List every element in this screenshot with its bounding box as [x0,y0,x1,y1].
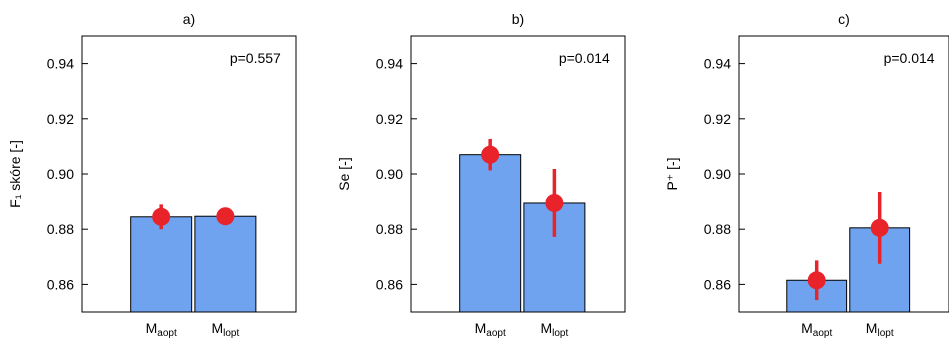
mean-marker-lopt [216,207,235,226]
bar-aopt [459,154,522,313]
y-tick-label: 0.94 [47,56,74,72]
mean-marker-lopt [870,218,889,237]
p-value-annotation: p=0.557 [230,50,281,66]
p-value-annotation: p=0.014 [559,50,610,66]
mean-marker-aopt [481,145,500,164]
y-tick-label: 0.90 [47,166,74,182]
y-tick-label: 0.94 [704,56,731,72]
panel-2: 0.86 0.88 0.90 0.92 0.94 Maopt Mlopt b) p=0.014 S… [336,11,626,339]
panel-title: c) [838,11,850,27]
mean-marker-lopt [545,193,564,212]
panel-3: 0.86 0.88 0.90 0.92 0.94 Maopt Mlopt c) p=0.014 P… [664,11,949,339]
x-tick-label-aopt: Maopt [801,320,832,339]
y-tick-label: 0.86 [47,276,74,292]
y-tick-label: 0.92 [47,111,74,127]
x-tick-label-lopt: Mlopt [866,320,894,339]
x-tick-label-aopt: Maopt [146,320,177,339]
y-axis-label: Se [-] [336,157,352,190]
y-tick-label: 0.92 [704,111,731,127]
plot-frame [738,35,949,313]
bar-lopt [194,215,257,313]
y-tick-label: 0.92 [376,111,403,127]
y-tick-label: 0.90 [704,166,731,182]
mean-marker-aopt [152,207,171,226]
mean-marker-aopt [807,271,826,290]
y-tick-label: 0.88 [47,221,74,237]
p-value-annotation: p=0.014 [884,50,935,66]
y-tick-label: 0.90 [376,166,403,182]
y-tick-label: 0.94 [376,56,403,72]
y-tick-label: 0.86 [376,276,403,292]
y-tick-label: 0.88 [704,221,731,237]
x-tick-label-lopt: Mlopt [211,320,239,339]
panel-1: 0.86 0.88 0.90 0.92 0.94 Maopt Mlopt a) p=0.557 F… [7,11,297,339]
x-tick-label-lopt: Mlopt [540,320,568,339]
panel-title: b) [512,11,524,27]
y-tick-label: 0.88 [376,221,403,237]
x-tick-label-aopt: Maopt [475,320,506,339]
y-tick-label: 0.86 [704,276,731,292]
panel-title: a) [183,11,195,27]
y-axis-label: P⁺ [-] [664,157,680,190]
bar-aopt [130,216,193,313]
y-axis-label: F₁ skóre [-] [7,140,23,208]
